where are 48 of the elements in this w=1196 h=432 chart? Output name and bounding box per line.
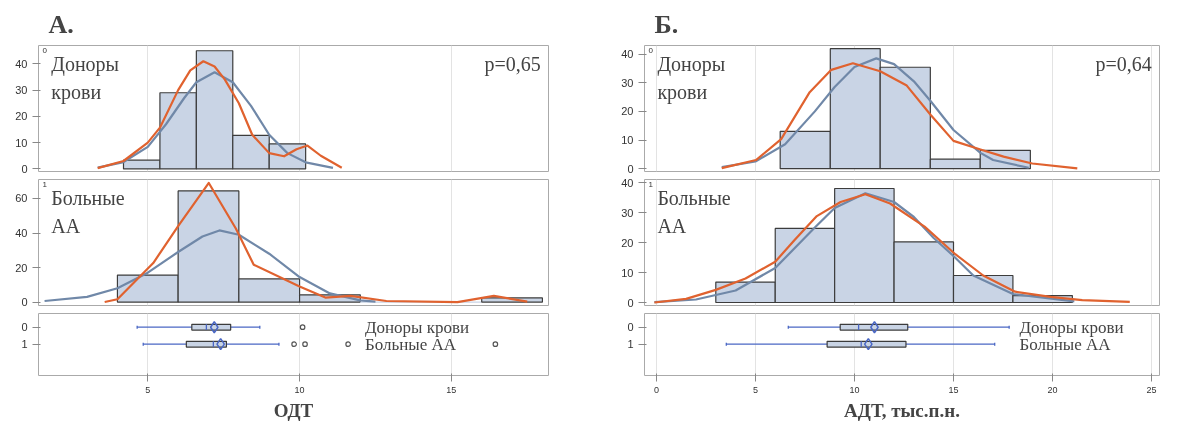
x-axis-title: АДТ, тыс.п.н. <box>844 399 960 421</box>
y-tick-label: 40 <box>621 176 634 189</box>
y-tick-label: 10 <box>621 266 634 279</box>
annotation: p=0,65 <box>484 53 541 77</box>
x-tick-label: 0 <box>653 384 659 395</box>
annotation: Доноры крови <box>51 53 120 104</box>
y-tick-label: 40 <box>621 48 634 61</box>
y-tick-label: 30 <box>621 206 634 219</box>
x-tick-label: 5 <box>752 384 758 395</box>
y-tick-label: 60 <box>15 192 28 205</box>
y-tick-label: 20 <box>621 236 634 249</box>
y-tick-label: 30 <box>15 84 28 97</box>
y-tick-label: 20 <box>15 110 28 123</box>
y-tick-label: 0 <box>21 321 28 334</box>
y-tick-label: 0 <box>627 321 634 334</box>
y-tick-label: 30 <box>621 76 634 89</box>
annotation: Больные АА <box>657 187 731 237</box>
y-tick-label: 0 <box>21 296 28 309</box>
y-tick-label: 20 <box>621 105 634 118</box>
annotation: Доноры крови <box>364 317 470 337</box>
annotation: Доноры крови <box>657 53 726 104</box>
x-tick-label: 10 <box>294 384 305 395</box>
chart-title: А. <box>48 9 74 39</box>
x-tick-label: 10 <box>849 384 860 395</box>
y-tick-label: 0 <box>627 162 634 175</box>
annotation: Доноры крови <box>1019 317 1124 337</box>
x-axis-title: ОДТ <box>273 399 314 421</box>
x-tick-label: 15 <box>446 384 457 395</box>
x-tick-label: 20 <box>1047 384 1058 395</box>
y-tick-label: 1 <box>627 338 634 351</box>
annotation: 0 <box>648 46 654 56</box>
annotation: p=0,64 <box>1095 53 1152 77</box>
x-tick-label: 15 <box>948 384 959 395</box>
y-tick-label: 0 <box>21 162 28 175</box>
x-tick-label: 5 <box>145 384 151 395</box>
chart-title: Б. <box>654 9 679 39</box>
y-tick-label: 20 <box>15 261 28 274</box>
y-tick-label: 1 <box>21 338 28 351</box>
y-tick-label: 40 <box>15 227 28 240</box>
y-tick-label: 40 <box>15 57 28 70</box>
y-tick-label: 10 <box>621 134 634 146</box>
annotation: 0 <box>42 46 48 56</box>
annotation: 1 <box>42 180 48 190</box>
y-tick-label: 0 <box>627 296 634 309</box>
annotation: Больные АА <box>51 187 125 237</box>
annotation: 1 <box>648 180 654 190</box>
x-tick-label: 25 <box>1146 384 1157 395</box>
y-tick-label: 10 <box>15 136 28 149</box>
